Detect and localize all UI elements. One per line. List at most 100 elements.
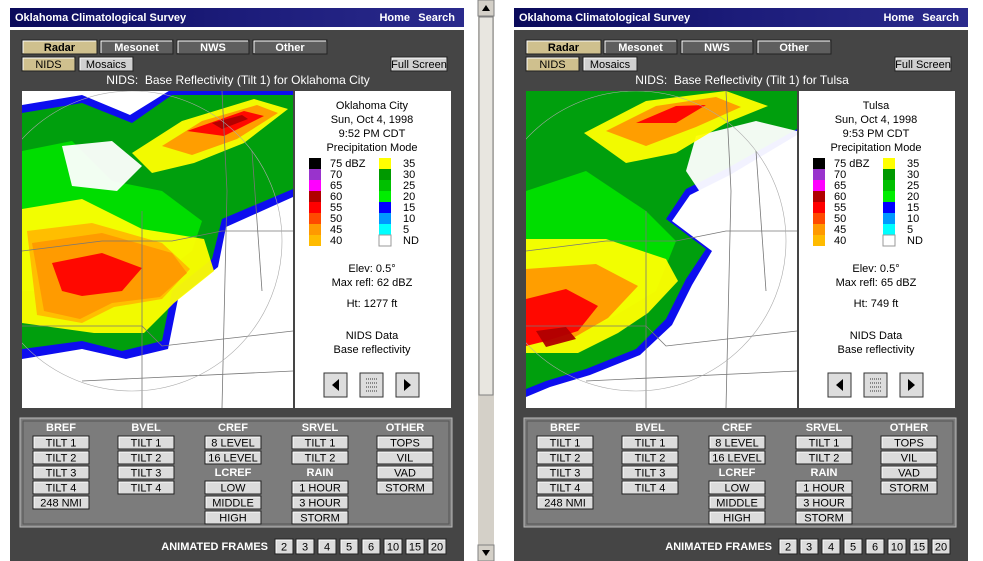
legend-label: 45 xyxy=(330,224,342,236)
product-button[interactable]: TILT 4 xyxy=(621,480,679,495)
subtab[interactable]: NIDS xyxy=(525,56,580,72)
product-button[interactable]: TILT 3 xyxy=(32,465,90,480)
tab[interactable]: Other xyxy=(252,39,328,55)
frame-button-bevel xyxy=(822,539,839,553)
frame-button[interactable]: 15 xyxy=(909,538,929,555)
product-button[interactable]: STORM xyxy=(795,510,853,525)
product-button[interactable]: TILT 2 xyxy=(621,450,679,465)
product-button[interactable]: STORM xyxy=(880,480,938,495)
product-button-bg xyxy=(376,480,434,495)
frame-button[interactable]: 4 xyxy=(317,538,337,555)
product-button[interactable]: VAD xyxy=(880,465,938,480)
product-button[interactable]: TILT 1 xyxy=(795,435,853,450)
product-button[interactable]: TILT 3 xyxy=(536,465,594,480)
product-button[interactable]: TILT 1 xyxy=(32,435,90,450)
product-button[interactable]: TOPS xyxy=(880,435,938,450)
product-button[interactable]: VAD xyxy=(376,465,434,480)
tab[interactable]: Radar xyxy=(525,39,602,55)
tab[interactable]: NWS xyxy=(680,39,754,55)
product-button-bevel xyxy=(205,511,260,523)
product-button[interactable]: 1 HOUR xyxy=(795,480,853,495)
frame-button[interactable]: 2 xyxy=(778,538,798,555)
county-line xyxy=(22,325,293,347)
product-button[interactable]: LOW xyxy=(204,480,262,495)
frame-button[interactable]: 5 xyxy=(843,538,863,555)
frame-button[interactable]: 2 xyxy=(274,538,294,555)
product-button[interactable]: 16 LEVEL xyxy=(708,450,766,465)
product-button[interactable]: 16 LEVEL xyxy=(204,450,262,465)
nav-prev-button[interactable] xyxy=(827,372,852,398)
product-button[interactable]: TOPS xyxy=(376,435,434,450)
header-link[interactable]: Home xyxy=(883,12,914,24)
product-button[interactable]: VIL xyxy=(376,450,434,465)
nav-next-button[interactable] xyxy=(899,372,924,398)
product-button[interactable]: TILT 1 xyxy=(117,435,175,450)
subtab[interactable]: Mosaics xyxy=(78,56,134,72)
range-ring xyxy=(22,91,283,392)
product-button[interactable]: TILT 4 xyxy=(536,480,594,495)
product-button-bevel xyxy=(709,496,764,508)
product-button[interactable]: 248 NMI xyxy=(32,495,90,510)
legend-swatch xyxy=(813,158,825,169)
product-button[interactable]: VIL xyxy=(880,450,938,465)
product-button[interactable]: TILT 4 xyxy=(32,480,90,495)
nav-frames-button[interactable] xyxy=(863,372,888,398)
legend-swatch xyxy=(309,224,321,235)
product-button[interactable]: 3 HOUR xyxy=(795,495,853,510)
legend-swatch xyxy=(813,224,825,235)
frame-button[interactable]: 15 xyxy=(405,538,425,555)
frame-button[interactable]: 20 xyxy=(427,538,447,555)
product-button[interactable]: 1 HOUR xyxy=(291,480,349,495)
product-button[interactable]: 248 NMI xyxy=(536,495,594,510)
tab[interactable]: Mesonet xyxy=(99,39,174,55)
frame-button[interactable]: 20 xyxy=(931,538,951,555)
full-screen-button[interactable]: Full Screen xyxy=(894,56,952,72)
product-button[interactable]: TILT 2 xyxy=(291,450,349,465)
frame-button[interactable]: 10 xyxy=(383,538,403,555)
product-button[interactable]: TILT 1 xyxy=(536,435,594,450)
scrollbar[interactable] xyxy=(477,0,495,561)
product-button[interactable]: 3 HOUR xyxy=(291,495,349,510)
frame-button[interactable]: 6 xyxy=(361,538,381,555)
tab[interactable]: NWS xyxy=(176,39,250,55)
product-button[interactable]: MIDDLE xyxy=(204,495,262,510)
frame-button[interactable]: 4 xyxy=(821,538,841,555)
product-button[interactable]: TILT 2 xyxy=(795,450,853,465)
product-button[interactable]: 8 LEVEL xyxy=(708,435,766,450)
product-button[interactable]: TILT 1 xyxy=(621,435,679,450)
nav-frames-button[interactable] xyxy=(359,372,384,398)
subtab[interactable]: NIDS xyxy=(21,56,76,72)
header-link[interactable]: Home xyxy=(379,12,410,24)
product-button[interactable]: LOW xyxy=(708,480,766,495)
scroll-thumb[interactable] xyxy=(478,16,494,396)
product-button[interactable]: TILT 1 xyxy=(291,435,349,450)
frame-button[interactable]: 6 xyxy=(865,538,885,555)
frame-button[interactable]: 3 xyxy=(295,538,315,555)
info-height: Ht: 1277 ft xyxy=(347,298,398,310)
product-button[interactable]: STORM xyxy=(376,480,434,495)
nav-next-button[interactable] xyxy=(395,372,420,398)
product-button[interactable]: TILT 2 xyxy=(32,450,90,465)
full-screen-button[interactable]: Full Screen xyxy=(390,56,448,72)
product-button[interactable]: HIGH xyxy=(708,510,766,525)
product-button[interactable]: TILT 2 xyxy=(117,450,175,465)
product-button[interactable]: 8 LEVEL xyxy=(204,435,262,450)
tab[interactable]: Mesonet xyxy=(603,39,678,55)
product-button[interactable]: MIDDLE xyxy=(708,495,766,510)
nav-icon xyxy=(836,379,843,391)
frame-button[interactable]: 3 xyxy=(799,538,819,555)
product-button[interactable]: STORM xyxy=(291,510,349,525)
nav-prev-button[interactable] xyxy=(323,372,348,398)
product-button[interactable]: TILT 4 xyxy=(117,480,175,495)
frame-button[interactable]: 5 xyxy=(339,538,359,555)
product-button[interactable]: TILT 3 xyxy=(117,465,175,480)
tab[interactable]: Radar xyxy=(21,39,98,55)
header-link[interactable]: Search xyxy=(418,12,455,24)
tab[interactable]: Other xyxy=(756,39,832,55)
subtab[interactable]: Mosaics xyxy=(582,56,638,72)
header-link[interactable]: Search xyxy=(922,12,959,24)
frame-button[interactable]: 10 xyxy=(887,538,907,555)
product-button[interactable]: HIGH xyxy=(204,510,262,525)
product-button[interactable]: TILT 3 xyxy=(621,465,679,480)
product-button[interactable]: TILT 2 xyxy=(536,450,594,465)
